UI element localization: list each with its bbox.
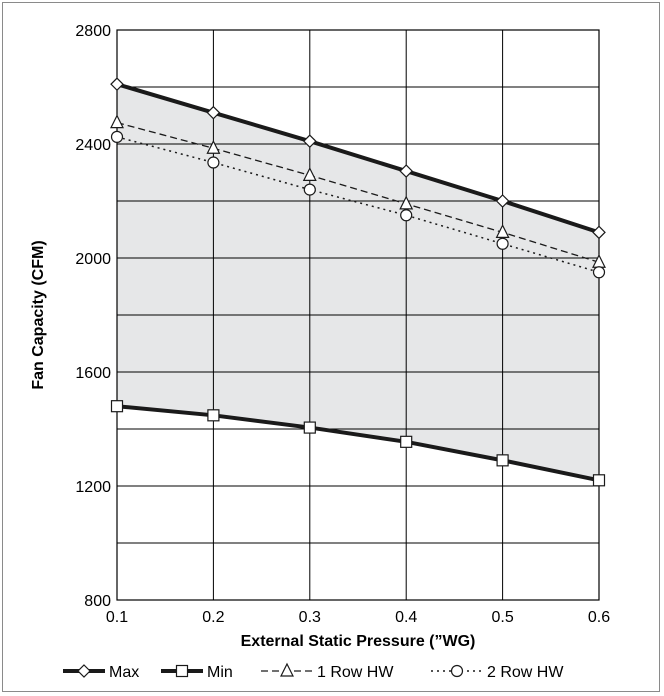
data-point-1-row-hw (495, 224, 510, 238)
data-point-1-row-hw (206, 139, 221, 154)
series-line-max (116, 82, 600, 235)
fan-capacity-chart: 0.1 0.2 0.3 0.4 0.5 0.6 800 1200 1600 2000 2400 280… (30, 23, 610, 681)
x-tick-label: 0.1 (106, 609, 128, 626)
y-tick-label: 1600 (75, 365, 111, 382)
data-point-min (303, 421, 316, 434)
data-point-2-row-hw (207, 156, 220, 169)
legend-label-min: Min (207, 664, 233, 681)
x-tick-label: 0.3 (299, 609, 321, 626)
data-point-1-row-hw (110, 114, 124, 129)
y-tick-label: 2000 (75, 251, 111, 268)
x-axis-title: External Static Pressure (”WG) (241, 633, 476, 650)
x-tick-label: 0.4 (395, 609, 417, 626)
legend: Max Min 1 Row HW 2 Row HW (63, 662, 564, 681)
data-point-max (495, 194, 510, 208)
legend-marker-min (175, 664, 189, 678)
x-tick-label: 0.6 (588, 609, 610, 626)
data-point-min (400, 435, 413, 448)
data-point-max (110, 77, 124, 91)
data-point-2-row-hw (110, 130, 124, 143)
data-point-min (110, 400, 124, 413)
plot-border (116, 29, 600, 601)
data-point-max (592, 225, 606, 240)
data-point-max (399, 164, 414, 178)
data-point-2-row-hw (496, 237, 509, 250)
x-tick-label: 0.2 (202, 609, 224, 626)
data-point-2-row-hw (592, 266, 606, 279)
y-tick-label: 2800 (75, 23, 111, 40)
x-tick-label: 0.5 (491, 609, 513, 626)
y-axis-title: Fan Capacity (CFM) (30, 240, 47, 389)
data-point-1-row-hw (399, 195, 414, 210)
legend-label-2-row-hw: 2 Row HW (487, 664, 564, 681)
data-point-min (207, 409, 220, 422)
data-point-max (302, 134, 317, 148)
data-point-min (496, 454, 509, 467)
shaded-operating-region (117, 84, 599, 481)
legend-label-1-row-hw: 1 Row HW (317, 664, 394, 681)
series-line-1-row-hw (116, 121, 600, 263)
data-point-1-row-hw (302, 167, 317, 181)
data-point-2-row-hw (303, 183, 316, 196)
y-tick-label: 800 (84, 593, 111, 610)
legend-marker-1-row-hw (280, 662, 294, 677)
legend-marker-max (77, 664, 91, 678)
legend-label-max: Max (109, 664, 139, 681)
y-tick-label: 2400 (75, 137, 111, 154)
data-point-min (592, 474, 606, 487)
data-point-2-row-hw (400, 209, 413, 222)
y-tick-label: 1200 (75, 479, 111, 496)
legend-marker-2-row-hw (450, 664, 464, 678)
series-line-min (116, 404, 600, 483)
data-point-max (206, 105, 221, 120)
